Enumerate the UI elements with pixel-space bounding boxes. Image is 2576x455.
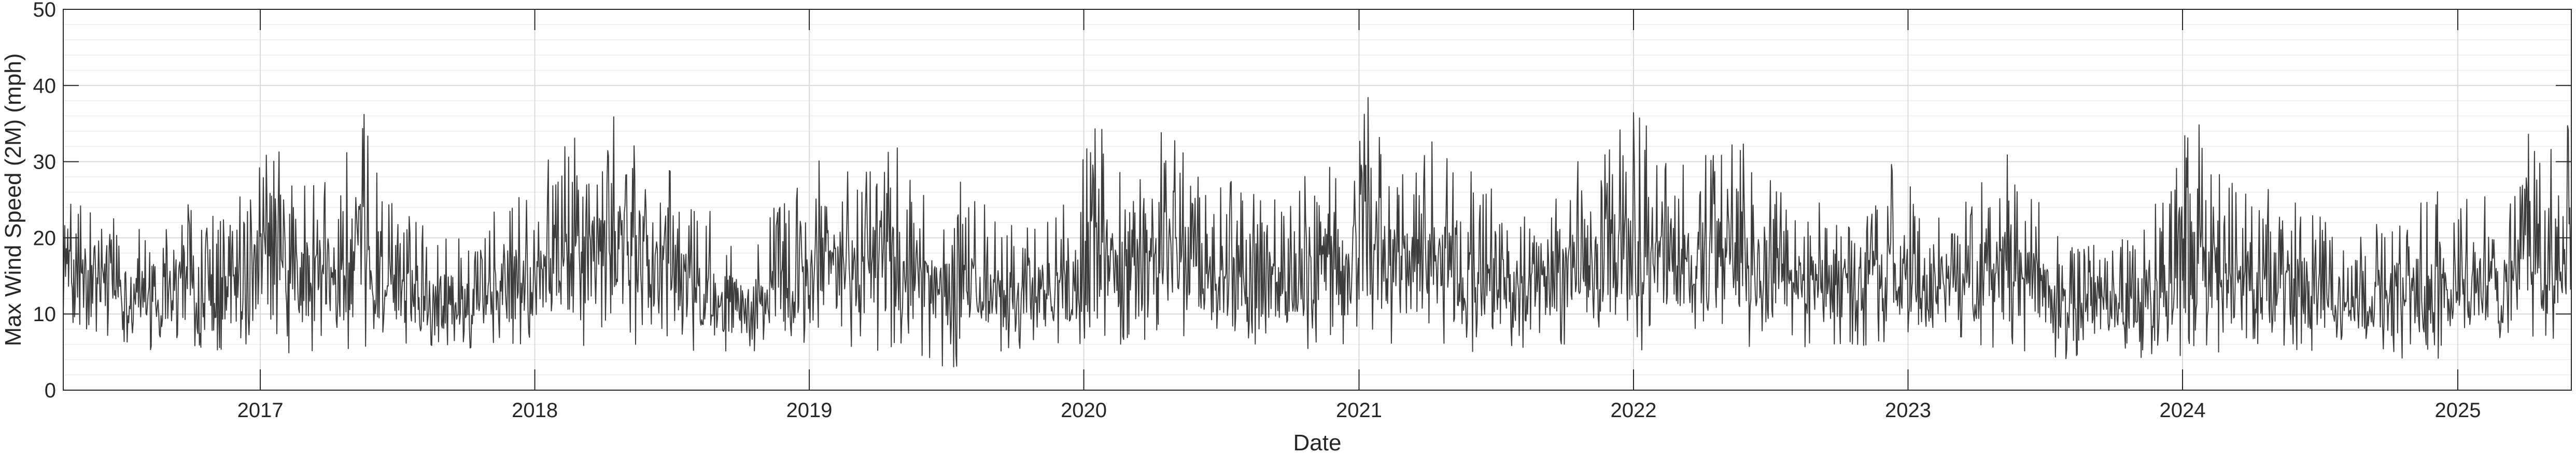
y-tick-label: 50 xyxy=(33,0,57,21)
tick-labels: 0 10 20 30 40 50 2017 2018 2019 2020 2021 2022 2023 2… xyxy=(33,0,2481,422)
series-line xyxy=(63,97,2572,367)
y-tick-label: 0 xyxy=(45,379,56,402)
plot-frame xyxy=(63,9,2572,391)
x-tick-label: 2017 xyxy=(237,399,284,422)
y-axis-label: Max Wind Speed (2M) (mph) xyxy=(1,53,26,347)
y-tick-label: 40 xyxy=(33,75,57,98)
x-axis-label: Date xyxy=(1293,430,1342,455)
x-tick-label: 2021 xyxy=(1336,399,1382,422)
x-tick-label: 2022 xyxy=(1611,399,1657,422)
y-tick-label: 20 xyxy=(33,227,57,250)
x-tick-label: 2023 xyxy=(1885,399,1931,422)
major-gridlines xyxy=(63,9,2571,390)
tick-marks xyxy=(63,9,2571,391)
wind-speed-series-line xyxy=(63,97,2572,367)
axes-frame xyxy=(63,9,2572,391)
x-tick-label: 2019 xyxy=(786,399,833,422)
x-tick-label: 2025 xyxy=(2434,399,2481,422)
y-tick-label: 10 xyxy=(33,303,57,326)
x-tick-label: 2024 xyxy=(2160,399,2206,422)
minor-gridlines xyxy=(63,24,2571,376)
y-tick-label: 30 xyxy=(33,151,57,174)
x-tick-label: 2020 xyxy=(1061,399,1107,422)
x-tick-label: 2018 xyxy=(512,399,558,422)
